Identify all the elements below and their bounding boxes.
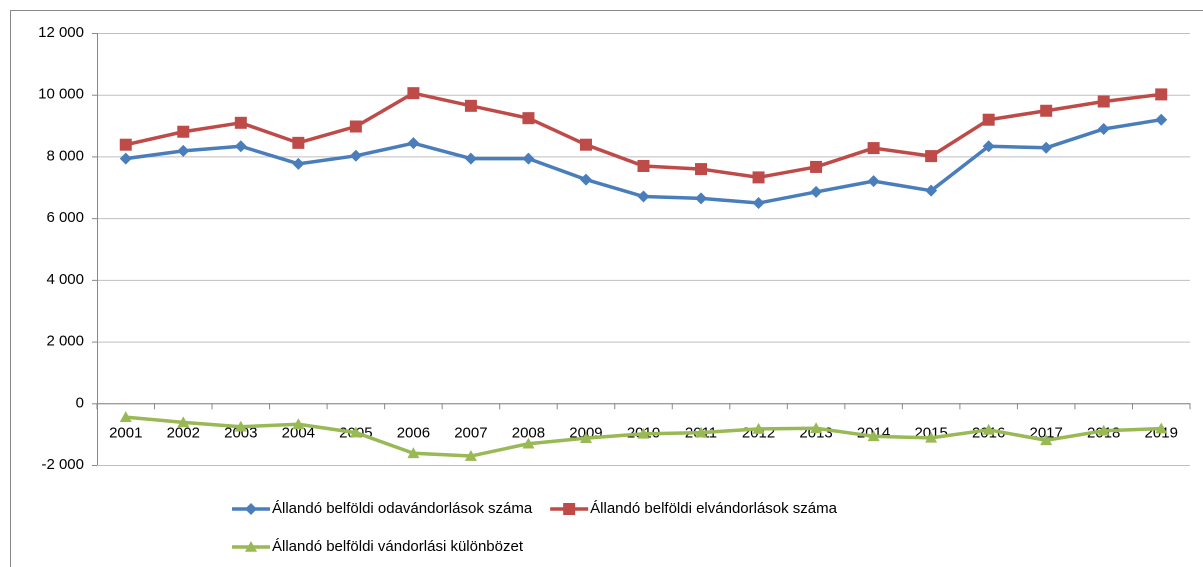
- marker: [177, 144, 190, 157]
- marker: [177, 416, 190, 428]
- marker: [349, 120, 362, 133]
- marker: [982, 140, 995, 153]
- x-tick-label: 2003: [224, 424, 257, 441]
- marker: [1040, 434, 1053, 446]
- marker: [464, 450, 477, 461]
- marker: [1040, 141, 1053, 154]
- x-tick-label: 2002: [167, 424, 200, 441]
- legend-label: Állandó belföldi odavándorlások száma: [272, 500, 533, 517]
- marker: [407, 87, 420, 100]
- marker: [810, 160, 823, 173]
- marker: [695, 426, 708, 438]
- y-tick-label: 10 000: [38, 86, 84, 103]
- y-tick-label: 4 000: [46, 271, 84, 288]
- y-tick-label: 8 000: [46, 147, 84, 164]
- y-tick-label: 0: [76, 394, 84, 411]
- marker: [752, 171, 765, 184]
- marker: [177, 125, 190, 138]
- x-tick-label: 2006: [397, 424, 430, 441]
- marker: [522, 112, 535, 125]
- marker: [579, 432, 592, 443]
- marker: [982, 423, 995, 435]
- marker: [464, 152, 477, 165]
- x-tick-label: 2001: [109, 424, 142, 441]
- y-tick-label: -2 000: [41, 456, 84, 473]
- marker: [637, 190, 650, 203]
- legend-marker: [245, 541, 257, 552]
- marker: [407, 447, 420, 459]
- marker: [407, 137, 420, 150]
- x-tick-label: 2004: [282, 424, 315, 441]
- marker: [752, 422, 765, 434]
- marker: [234, 420, 247, 432]
- marker: [1155, 113, 1168, 126]
- marker: [752, 197, 765, 210]
- marker: [867, 175, 880, 188]
- marker: [119, 152, 132, 165]
- chart-border: [10, 10, 1203, 567]
- marker: [464, 99, 477, 112]
- marker: [579, 173, 592, 186]
- marker: [234, 140, 247, 153]
- marker: [982, 113, 995, 126]
- x-tick-label: 2017: [1029, 424, 1062, 441]
- marker: [637, 427, 650, 439]
- marker: [292, 157, 305, 170]
- marker: [522, 152, 535, 165]
- marker: [810, 185, 823, 198]
- marker: [579, 138, 592, 151]
- marker: [1097, 424, 1110, 436]
- marker: [1155, 422, 1168, 434]
- y-tick-label: 12 000: [38, 24, 84, 41]
- marker: [1040, 104, 1053, 117]
- marker: [119, 411, 132, 422]
- legend-label: Állandó belföldi elvándorlások száma: [590, 500, 837, 517]
- marker: [522, 437, 535, 449]
- marker: [119, 138, 132, 151]
- marker: [925, 431, 938, 443]
- marker: [292, 418, 305, 430]
- legend-marker: [563, 503, 576, 515]
- marker: [695, 192, 708, 205]
- marker: [292, 136, 305, 149]
- x-tick-label: 2007: [454, 424, 487, 441]
- marker: [1097, 95, 1110, 108]
- y-tick-label: 6 000: [46, 209, 84, 226]
- x-tick-label: 2008: [512, 424, 545, 441]
- marker: [1097, 122, 1110, 135]
- y-tick-label: 2 000: [46, 333, 84, 350]
- marker: [695, 163, 708, 176]
- marker: [810, 422, 823, 434]
- legend-marker: [245, 503, 257, 515]
- legend-label: Állandó belföldi vándorlási különbözet: [272, 538, 524, 555]
- marker: [867, 430, 880, 442]
- marker: [349, 426, 362, 438]
- marker: [1155, 88, 1168, 101]
- marker: [234, 116, 247, 129]
- marker: [925, 184, 938, 197]
- marker: [867, 142, 880, 155]
- marker: [637, 159, 650, 172]
- marker: [349, 149, 362, 162]
- marker: [925, 150, 938, 163]
